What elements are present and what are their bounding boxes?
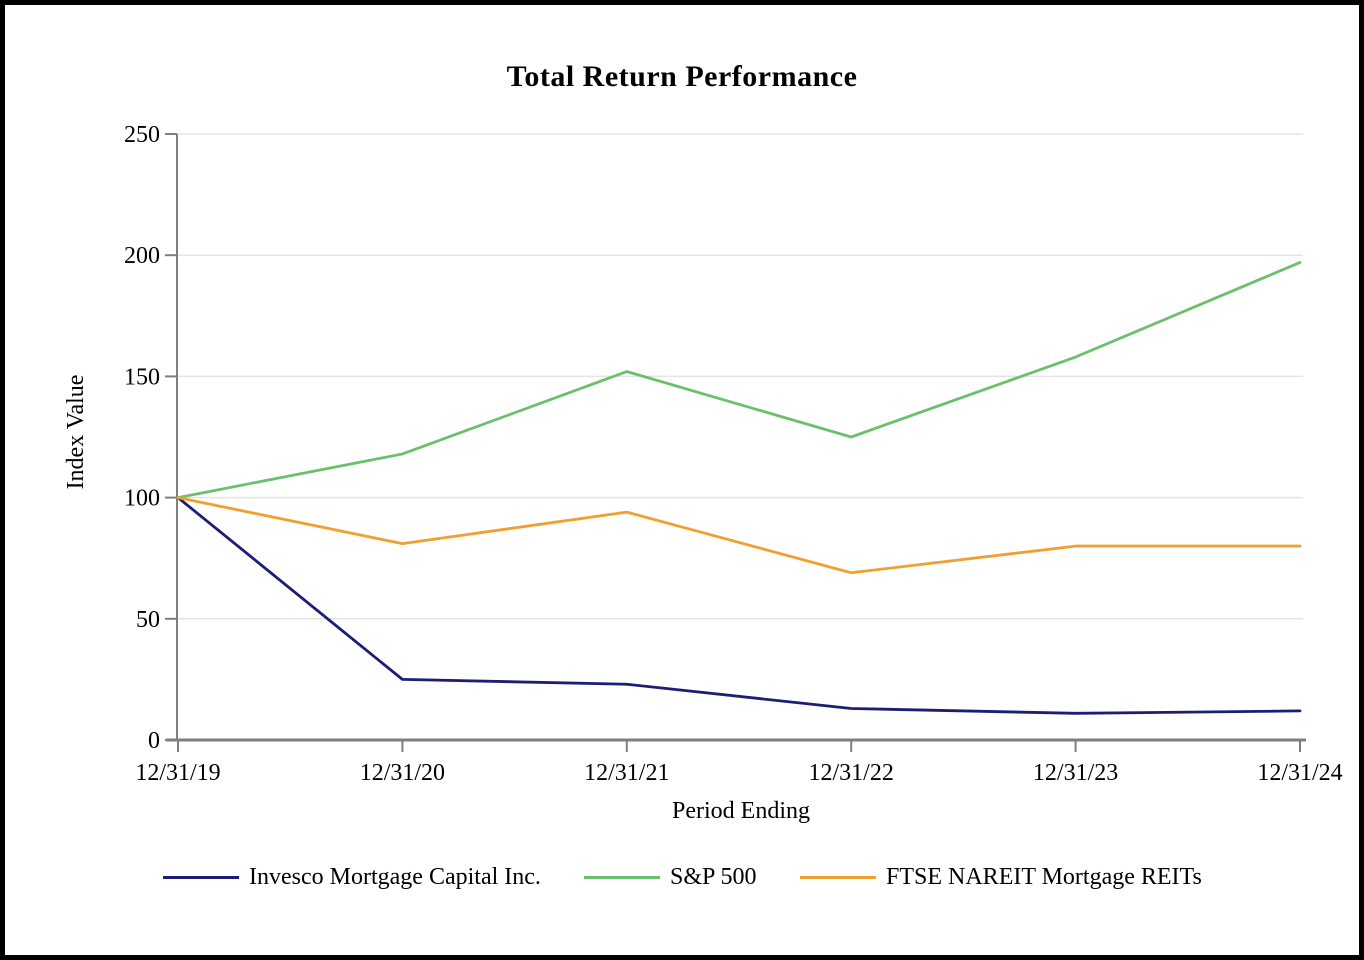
legend-item-invesco: Invesco Mortgage Capital Inc. bbox=[163, 855, 541, 899]
series-line-ftse-nareit-mortgage-reits bbox=[176, 496, 1302, 575]
x-tick-label-12-31-21: 12/31/21 bbox=[584, 760, 669, 786]
y-tick-label-50: 50 bbox=[136, 607, 160, 633]
x-tick-label-12-31-19: 12/31/19 bbox=[135, 760, 220, 786]
chart-plot: 0 50 100 150 200 250 12/31/19 12/31/20 12/31/21 1… bbox=[124, 122, 1343, 786]
y-tick-label-0: 0 bbox=[148, 728, 160, 754]
legend-label-sp500: S&P 500 bbox=[670, 863, 757, 890]
legend-line-swatch-sp500 bbox=[584, 875, 660, 879]
legend-label-ftse-nareit: FTSE NAREIT Mortgage REITs bbox=[886, 863, 1202, 890]
y-tick-label-100: 100 bbox=[124, 486, 160, 512]
legend-item-sp500: S&P 500 bbox=[584, 855, 756, 899]
x-tick-label-12-31-20: 12/31/20 bbox=[360, 760, 445, 786]
legend-line-swatch-invesco bbox=[163, 875, 239, 879]
series-line-s-p-500 bbox=[176, 261, 1302, 500]
legend-label-invesco: Invesco Mortgage Capital Inc. bbox=[249, 863, 541, 890]
legend-line-swatch-ftse-nareit bbox=[800, 875, 876, 879]
legend-item-ftse-nareit: FTSE NAREIT Mortgage REITs bbox=[800, 855, 1202, 899]
x-tick-label-12-31-24: 12/31/24 bbox=[1257, 760, 1342, 786]
x-tick-label-12-31-22: 12/31/22 bbox=[809, 760, 894, 786]
chart-legend: Invesco Mortgage Capital Inc. S&P 500 FT… bbox=[5, 855, 1359, 905]
y-tick-label-150: 150 bbox=[124, 364, 160, 390]
x-axis-title: Period Ending bbox=[672, 798, 810, 824]
x-tick-label-12-31-23: 12/31/23 bbox=[1033, 760, 1118, 786]
chart-title: Total Return Performance bbox=[506, 60, 858, 93]
series-line-invesco-mortgage-capital-inc bbox=[176, 496, 1302, 715]
y-tick-label-250: 250 bbox=[124, 122, 160, 148]
y-tick-label-200: 200 bbox=[124, 243, 160, 269]
